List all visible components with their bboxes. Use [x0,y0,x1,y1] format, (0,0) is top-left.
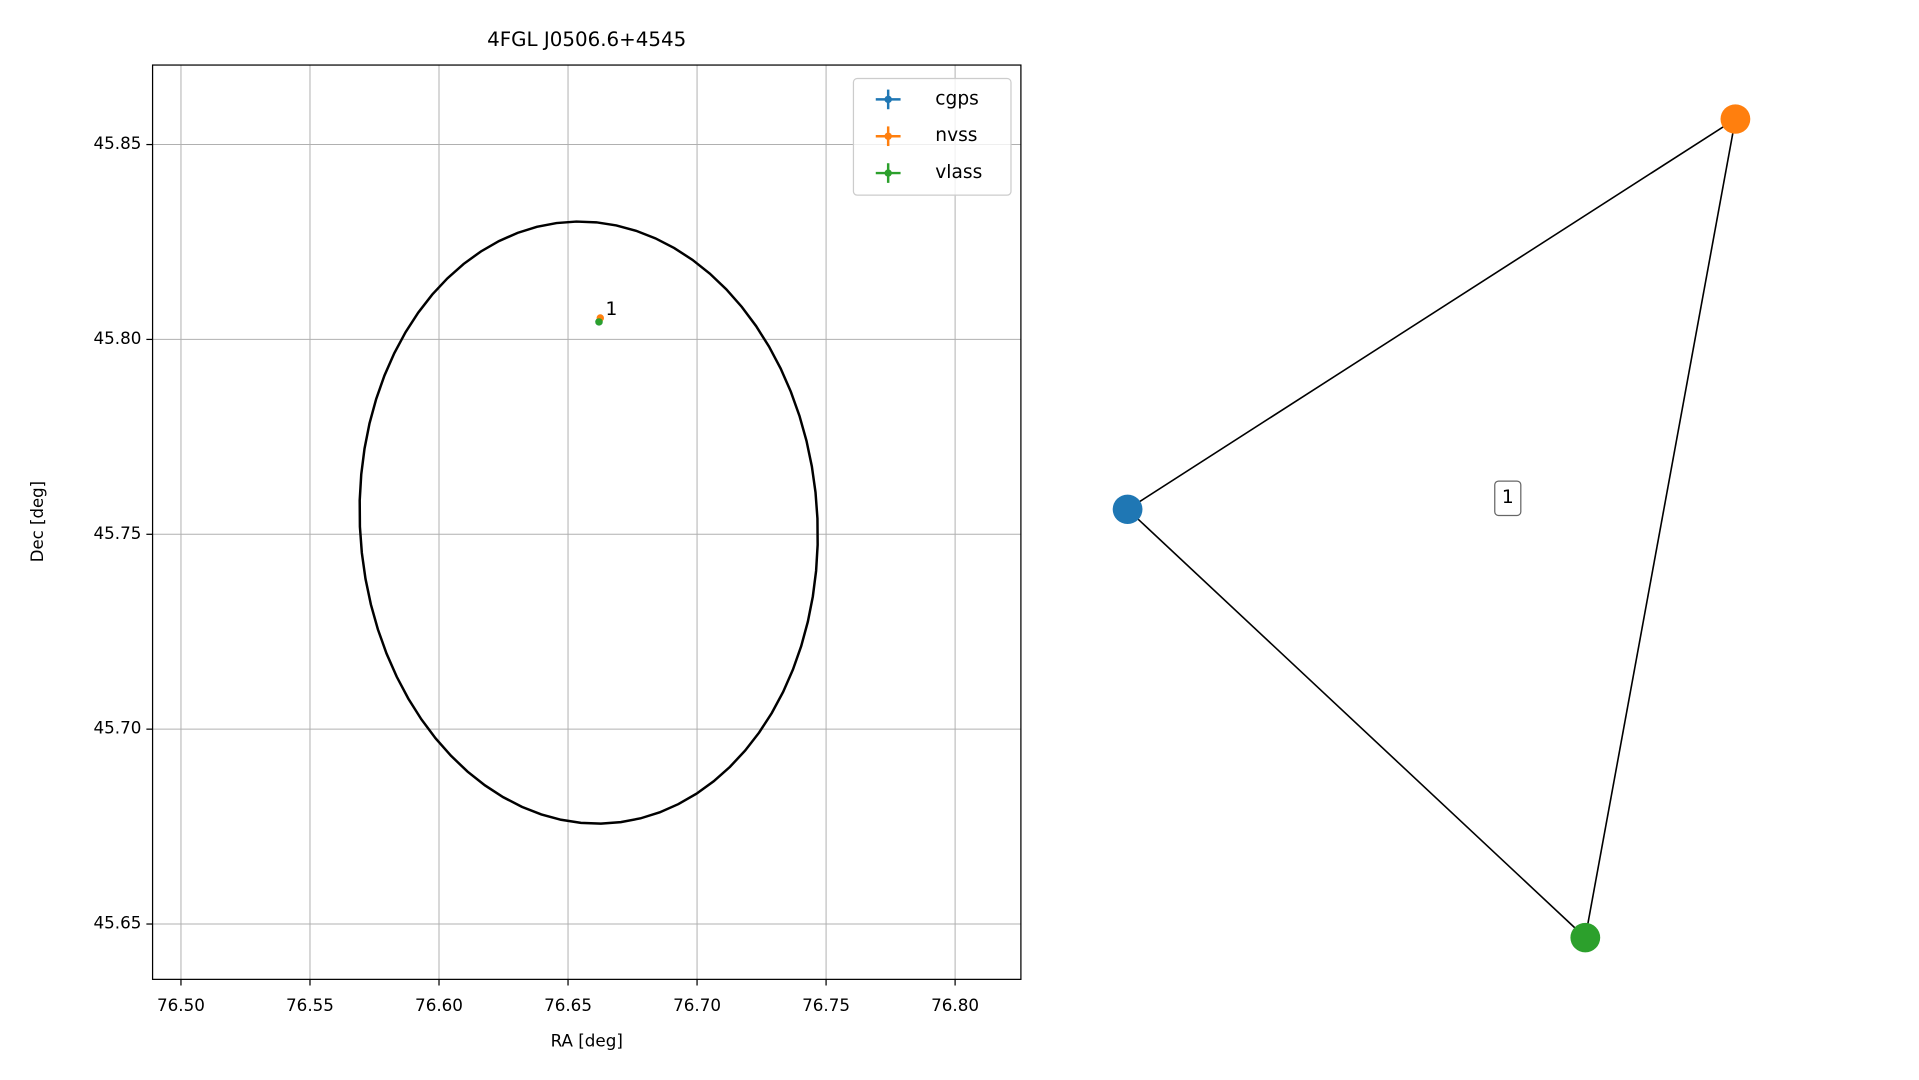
legend-label: nvss [935,125,977,146]
label-box [1494,480,1522,517]
legend-marker [884,132,892,140]
chart-title: 4FGL J0506.6+4545 [487,28,686,51]
legend-label: cgps [935,88,979,109]
x-tick-label: 76.80 [931,996,979,1015]
legend-box [852,77,1012,196]
x-tick-label: 76.65 [544,996,592,1015]
graph-label: 1 [1502,487,1514,508]
y-tick-label: 45.80 [94,329,142,348]
x-tick-label: 76.70 [673,996,721,1015]
x-tick-label: 76.75 [802,996,850,1015]
x-tick-label: 76.60 [415,996,463,1015]
point [595,318,603,326]
y-tick-label: 45.75 [94,524,142,543]
error-ellipse [358,220,819,825]
legend-marker [884,95,892,104]
x-axis-label: RA [deg] [551,1032,623,1051]
y-tick-label: 45.85 [94,134,142,153]
graph-node [1570,922,1601,953]
annotation: 1 [605,299,617,320]
graph-edge [1584,118,1737,938]
legend-marker [884,169,892,177]
x-tick-label: 76.50 [157,996,205,1015]
graph-edge [1127,118,1736,510]
graph-node [1112,494,1143,525]
y-tick-label: 45.70 [94,719,142,738]
graph-node [1720,104,1751,134]
x-tick-label: 76.55 [286,996,334,1015]
y-axis-label: Dec [deg] [28,481,47,562]
legend-label: vlass [935,162,982,183]
y-tick-label: 45.65 [94,914,142,933]
plot-frame [151,64,1022,980]
graph-edge [1127,508,1586,939]
